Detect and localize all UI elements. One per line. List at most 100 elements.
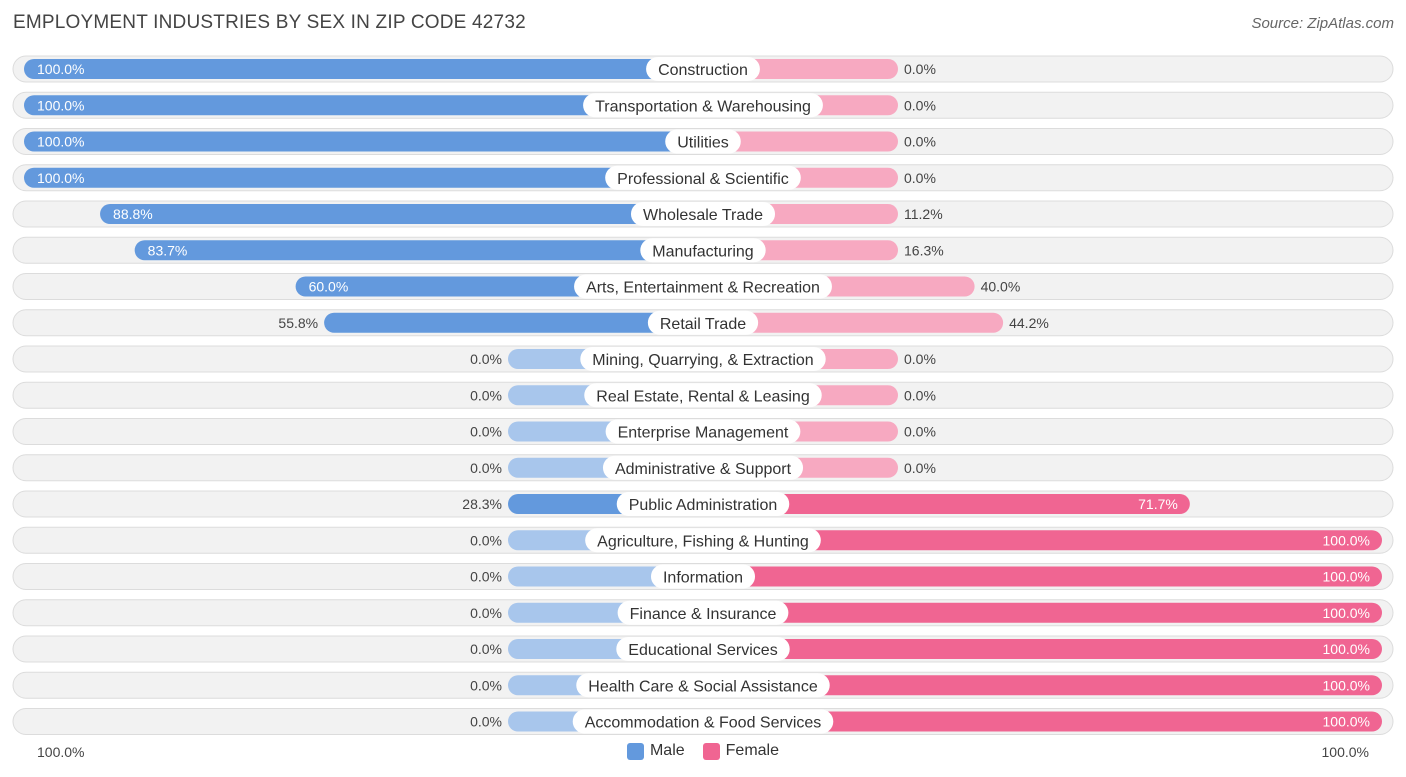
value-label-female: 100.0% [1323,677,1370,693]
value-label-female: 40.0% [981,279,1021,295]
axis-right-label: 100.0% [1321,744,1369,760]
value-label-male: 100.0% [37,170,84,186]
category-pill [640,238,766,263]
category-pill [616,492,790,516]
value-label-female: 44.2% [1009,315,1049,331]
value-label-female: 71.7% [1138,496,1178,512]
value-label-female: 16.3% [904,242,944,258]
category-pill [646,57,760,81]
value-label-female: 0.0% [904,351,936,367]
row-retail-trade: 55.8% 44.2% Retail Trade [12,309,1394,337]
category-pill [585,528,821,553]
category-label: Utilities [677,135,729,152]
category-pill [584,383,822,408]
bar-female [703,711,1382,732]
legend: Male Female [0,742,1406,760]
category-pill [647,310,759,335]
bar-female [703,530,1382,551]
category-pill [665,129,741,154]
category-label: Accommodation & Food Services [585,715,822,732]
row-health-care-social-assistance: 0.0% 100.0% Health Care & Social Assistanc… [12,671,1394,699]
row-enterprise-management: 0.0% 0.0% Enterprise Management [12,418,1394,445]
bar-female [703,131,898,152]
row-finance-insurance: 0.0% 100.0% Finance & Insurance [12,599,1394,627]
category-label: Administrative & Support [615,461,792,478]
value-label-male: 0.0% [470,460,502,476]
row-public-administration: 28.3% 71.7% Public Administration [12,490,1394,518]
value-label-female: 100.0% [1323,641,1370,657]
category-pill [602,455,804,480]
category-label: Wholesale Trade [643,207,763,224]
bar-male [24,167,703,188]
category-pill [580,347,826,371]
category-label: Transportation & Warehousing [595,98,811,115]
row-real-estate-rental-leasing: 0.0% 0.0% Real Estate, Rental & Leasing [12,381,1394,409]
row-professional-scientific: 100.0% 0.0% Professional & Scientific [12,164,1394,192]
row-mining-quarrying-extraction: 0.0% 0.0% Mining, Quarrying, & Extraction [12,345,1394,373]
value-label-female: 0.0% [904,134,936,150]
category-pill [617,600,789,625]
value-label-female: 0.0% [904,424,936,440]
bar-female [703,566,1382,587]
row-arts-entertainment-recreation: 60.0% 40.0% Arts, Entertainment & Recreati… [12,273,1394,300]
value-label-male: 0.0% [470,387,502,403]
value-label-male: 0.0% [470,424,502,440]
legend-swatch-female [702,742,720,760]
value-label-male: 100.0% [37,97,84,113]
chart-plot: 100.0% 0.0% Construction 100.0% 0.0% Transpor… [12,55,1394,735]
value-label-female: 100.0% [1323,532,1370,548]
value-label-female: 0.0% [904,387,936,403]
bar-female [703,675,1382,696]
value-label-male: 83.7% [148,242,188,258]
row-manufacturing: 83.7% 16.3% Manufacturing [12,236,1394,264]
legend-item-male: Male [626,742,685,760]
bar-male [134,240,703,261]
category-label: Health Care & Social Assistance [588,678,818,695]
category-pill [630,202,776,226]
value-label-male: 100.0% [37,61,84,77]
category-pill [572,709,834,734]
value-label-female: 0.0% [904,61,936,77]
bar-male [24,59,703,79]
bar-female [703,312,1004,333]
category-pill [583,93,823,118]
value-label-male: 0.0% [470,677,502,693]
category-label: Retail Trade [660,316,746,333]
value-label-female: 0.0% [904,460,936,476]
source-credit: Source: ZipAtlas.com [1251,15,1394,32]
bar-female [703,639,1382,659]
value-label-male: 0.0% [470,532,502,548]
chart-title: EMPLOYMENT INDUSTRIES BY SEX IN ZIP CODE… [13,12,526,33]
category-pill [576,673,830,698]
category-pill [605,419,801,444]
value-label-male: 0.0% [470,605,502,621]
bar-male [24,131,703,152]
category-label: Educational Services [628,642,777,659]
value-label-male: 0.0% [470,641,502,657]
value-label-female: 0.0% [904,97,936,113]
bar-male [100,204,704,224]
value-label-female: 100.0% [1323,605,1370,621]
category-label: Agriculture, Fishing & Hunting [597,533,809,550]
row-accommodation-food-services: 0.0% 100.0% Accommodation & Food Services [12,708,1394,735]
row-utilities: 100.0% 0.0% Utilities [12,128,1394,155]
value-label-male: 88.8% [113,206,153,222]
bar-male [24,95,703,116]
legend-swatch-male [626,742,644,760]
category-pill [574,274,832,299]
value-label-female: 0.0% [904,170,936,186]
legend-item-female: Female [702,742,779,760]
category-label: Mining, Quarrying, & Extraction [592,352,813,369]
bar-female [703,602,1382,623]
bar-female [703,494,1190,514]
value-label-male: 60.0% [309,279,349,295]
legend-label-male: Male [649,742,685,759]
row-educational-services: 0.0% 100.0% Educational Services [12,635,1394,663]
value-label-female: 100.0% [1323,569,1370,585]
category-label: Real Estate, Rental & Leasing [596,388,809,405]
category-label: Arts, Entertainment & Recreation [586,280,820,297]
category-label: Finance & Insurance [630,606,777,623]
category-label: Enterprise Management [618,425,789,442]
value-label-male: 0.0% [470,351,502,367]
category-label: Information [663,570,743,587]
